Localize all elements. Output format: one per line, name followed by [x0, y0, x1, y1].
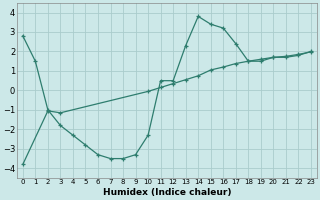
- X-axis label: Humidex (Indice chaleur): Humidex (Indice chaleur): [103, 188, 231, 197]
